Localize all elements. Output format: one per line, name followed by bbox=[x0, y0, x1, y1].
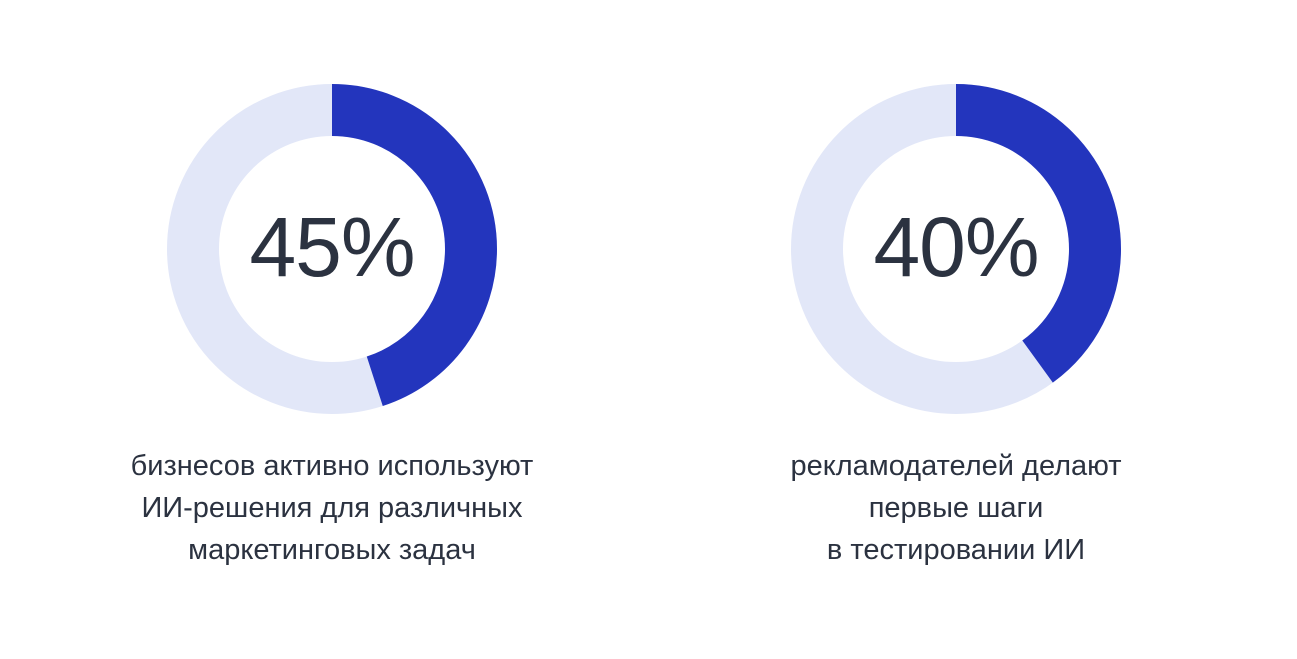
donut-caption: бизнесов активно используют ИИ-решения д… bbox=[131, 445, 534, 571]
donut-svg bbox=[167, 84, 497, 414]
donut-caption: рекламодателей делают первые шаги в тест… bbox=[790, 445, 1121, 571]
percent-label: 45% bbox=[249, 199, 415, 294]
stat-card-ai-testing: 40% рекламодателей делают первые шаги в … bbox=[656, 83, 1256, 571]
donut-chart-ai-usage: 45% bbox=[166, 83, 498, 415]
donut-value-arc bbox=[791, 84, 1121, 414]
percent-label: 40% bbox=[873, 199, 1039, 294]
donut-chart-ai-testing: 40% bbox=[790, 83, 1122, 415]
caption-line: первые шаги bbox=[868, 492, 1044, 524]
caption-line: в тестировании ИИ bbox=[826, 534, 1086, 566]
caption-line: рекламодателей делают bbox=[790, 450, 1122, 482]
caption-line: бизнесов активно используют bbox=[130, 450, 534, 482]
stat-card-ai-usage: 45% бизнесов активно используют ИИ-решен… bbox=[32, 83, 632, 571]
caption-line: ИИ-решения для различных bbox=[141, 492, 523, 524]
caption-line: маркетинговых задач bbox=[188, 534, 476, 566]
donut-value-arc bbox=[167, 84, 497, 414]
donut-svg bbox=[791, 84, 1121, 414]
